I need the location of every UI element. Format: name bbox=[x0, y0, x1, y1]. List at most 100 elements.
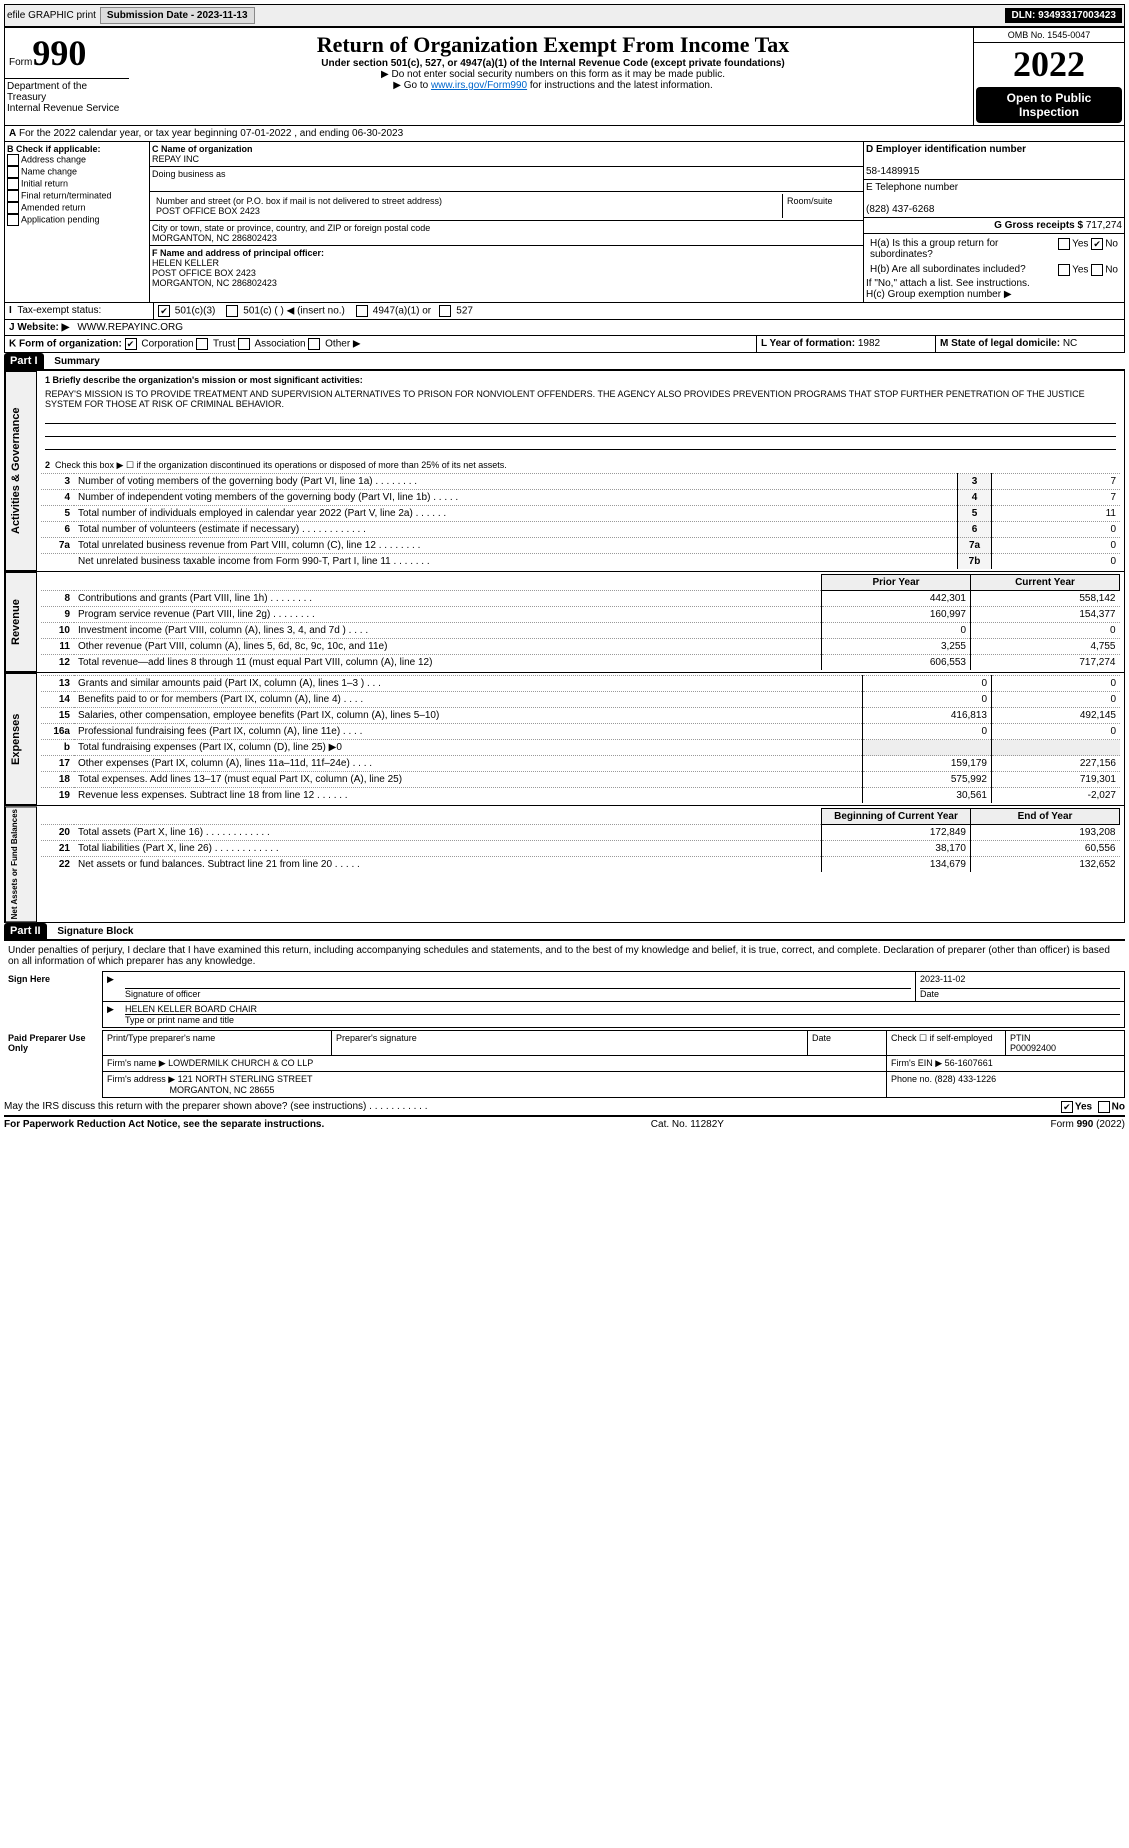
cb-address-change[interactable]: Address change bbox=[7, 154, 147, 166]
sign-here-table: Sign Here ▶ Signature of officer 2023-11… bbox=[4, 971, 1125, 1028]
e-label: E Telephone number bbox=[866, 182, 958, 193]
officer-addr2: MORGANTON, NC 286802423 bbox=[152, 278, 277, 288]
b-label: B Check if applicable: bbox=[7, 144, 147, 154]
d-label: D Employer identification number bbox=[866, 144, 1026, 155]
sign-date-label: Date bbox=[920, 989, 939, 999]
footer-right: Form 990 (2022) bbox=[1051, 1119, 1125, 1130]
table-row: bTotal fundraising expenses (Part IX, co… bbox=[41, 740, 1120, 756]
lbl-corp: Corporation bbox=[141, 339, 193, 350]
cb-501c3[interactable] bbox=[158, 305, 170, 317]
ptin-value: P00092400 bbox=[1010, 1043, 1056, 1053]
cb-corp[interactable] bbox=[125, 338, 137, 350]
paid-preparer-table: Paid Preparer Use Only Print/Type prepar… bbox=[4, 1030, 1125, 1098]
printed-name-label: Type or print name and title bbox=[125, 1015, 234, 1025]
part2-header: Part II Signature Block bbox=[4, 923, 1125, 939]
penalty-text: Under penalties of perjury, I declare th… bbox=[4, 939, 1125, 971]
side-governance: Activities & Governance bbox=[5, 371, 37, 571]
dept-irs: Internal Revenue Service bbox=[7, 103, 127, 114]
revenue-table: Prior Year Current Year 8Contributions a… bbox=[41, 574, 1120, 670]
city-value: MORGANTON, NC 286802423 bbox=[152, 233, 277, 243]
cb-527[interactable] bbox=[439, 305, 451, 317]
side-netassets: Net Assets or Fund Balances bbox=[5, 806, 37, 922]
l-label: L Year of formation: bbox=[761, 338, 855, 349]
cb-amended[interactable]: Amended return bbox=[7, 202, 147, 214]
net-header: Beginning of Current Year End of Year bbox=[41, 809, 1120, 825]
netassets-table: Beginning of Current Year End of Year 20… bbox=[41, 808, 1120, 872]
table-row: 3Number of voting members of the governi… bbox=[41, 474, 1120, 490]
cb-4947[interactable] bbox=[356, 305, 368, 317]
form-word: Form bbox=[9, 57, 32, 68]
k-label: K Form of organization: bbox=[9, 339, 122, 350]
cb-final-return[interactable]: Final return/terminated bbox=[7, 190, 147, 202]
side-expenses: Expenses bbox=[5, 673, 37, 805]
ha-yesno[interactable]: Yes No bbox=[1054, 236, 1122, 262]
table-row: 22Net assets or fund balances. Subtract … bbox=[41, 857, 1120, 873]
g-label: G Gross receipts $ bbox=[994, 220, 1083, 231]
officer-addr1: POST OFFICE BOX 2423 bbox=[152, 268, 256, 278]
table-row: 11Other revenue (Part VIII, column (A), … bbox=[41, 639, 1120, 655]
print-name-label: Print/Type preparer's name bbox=[107, 1033, 215, 1043]
entity-block: B Check if applicable: Address change Na… bbox=[5, 142, 1124, 303]
table-row: Net unrelated business taxable income fr… bbox=[41, 554, 1120, 570]
open-to-public: Open to Public Inspection bbox=[976, 87, 1122, 123]
part1-body: Activities & Governance 1 Briefly descri… bbox=[4, 369, 1125, 923]
table-row: 18Total expenses. Add lines 13–17 (must … bbox=[41, 772, 1120, 788]
omb-number: OMB No. 1545-0047 bbox=[974, 28, 1124, 43]
dept-treasury: Department of the Treasury bbox=[7, 81, 127, 103]
cb-initial-return[interactable]: Initial return bbox=[7, 178, 147, 190]
line-a-text: For the 2022 calendar year, or tax year … bbox=[19, 128, 403, 139]
part1-title: Summary bbox=[46, 356, 100, 367]
firm-phone: (828) 433-1226 bbox=[935, 1074, 997, 1084]
efile-topbar: efile GRAPHIC print Submission Date - 20… bbox=[4, 4, 1125, 27]
may-irs-text: May the IRS discuss this return with the… bbox=[4, 1101, 428, 1112]
ein-value: 58-1489915 bbox=[866, 166, 919, 177]
submission-date-button[interactable]: Submission Date - 2023-11-13 bbox=[100, 7, 255, 24]
form-990-number: 990 bbox=[32, 33, 86, 73]
governance-table: 3Number of voting members of the governi… bbox=[41, 473, 1120, 569]
m-label: M State of legal domicile: bbox=[940, 338, 1060, 349]
sig-officer-label: Signature of officer bbox=[125, 989, 200, 999]
irs-instructions-link[interactable]: www.irs.gov/Form990 bbox=[431, 80, 527, 91]
cb-other[interactable] bbox=[308, 338, 320, 350]
mission-text: REPAY'S MISSION IS TO PROVIDE TREATMENT … bbox=[41, 387, 1120, 411]
table-row: 8Contributions and grants (Part VIII, li… bbox=[41, 591, 1120, 607]
table-row: 4Number of independent voting members of… bbox=[41, 490, 1120, 506]
phone-value: (828) 437-6268 bbox=[866, 204, 934, 215]
cb-501c[interactable] bbox=[226, 305, 238, 317]
form-subtitle: Under section 501(c), 527, or 4947(a)(1)… bbox=[137, 58, 969, 69]
q2-text: 2 Check this box ▶ ☐ if the organization… bbox=[41, 458, 1120, 473]
room-label: Room/suite bbox=[787, 196, 833, 206]
cb-assoc[interactable] bbox=[238, 338, 250, 350]
lbl-other: Other ▶ bbox=[325, 339, 360, 350]
table-row: 6Total number of volunteers (estimate if… bbox=[41, 522, 1120, 538]
hb-yesno[interactable]: Yes No bbox=[1054, 262, 1122, 278]
officer-name: HELEN KELLER bbox=[152, 258, 219, 268]
part2-label: Part II bbox=[4, 923, 47, 939]
table-row: 9Program service revenue (Part VIII, lin… bbox=[41, 607, 1120, 623]
tax-year: 2022 bbox=[974, 43, 1124, 85]
ha-label: H(a) Is this a group return for subordin… bbox=[866, 236, 1054, 262]
table-row: 17Other expenses (Part IX, column (A), l… bbox=[41, 756, 1120, 772]
table-row: 10Investment income (Part VIII, column (… bbox=[41, 623, 1120, 639]
paid-label: Paid Preparer Use Only bbox=[4, 1031, 103, 1098]
prep-date-label: Date bbox=[812, 1033, 831, 1043]
note-link: ▶ Go to www.irs.gov/Form990 for instruct… bbox=[137, 80, 969, 91]
cb-application[interactable]: Application pending bbox=[7, 214, 147, 226]
website-url: WWW.REPAYINC.ORG bbox=[77, 322, 183, 333]
right-column: D Employer identification number 58-1489… bbox=[863, 142, 1124, 302]
dln-label: DLN: 93493317003423 bbox=[1005, 8, 1122, 23]
cb-name-change[interactable]: Name change bbox=[7, 166, 147, 178]
officer-signature-line[interactable] bbox=[125, 974, 911, 989]
q1-label: 1 Briefly describe the organization's mi… bbox=[41, 373, 1120, 387]
firm-ein-label: Firm's EIN ▶ bbox=[891, 1058, 942, 1068]
table-row: 16aProfessional fundraising fees (Part I… bbox=[41, 724, 1120, 740]
dba-label: Doing business as bbox=[152, 169, 226, 179]
cb-trust[interactable] bbox=[196, 338, 208, 350]
hb-label: H(b) Are all subordinates included? bbox=[866, 262, 1054, 278]
may-irs-yesno[interactable]: Yes No bbox=[1061, 1101, 1125, 1113]
title-block: Return of Organization Exempt From Incom… bbox=[133, 28, 973, 125]
c-label: C Name of organization bbox=[152, 144, 253, 154]
form-title: Return of Organization Exempt From Incom… bbox=[137, 32, 969, 58]
i-label: Tax-exempt status: bbox=[17, 305, 101, 316]
hdr-current: Current Year bbox=[971, 575, 1120, 591]
